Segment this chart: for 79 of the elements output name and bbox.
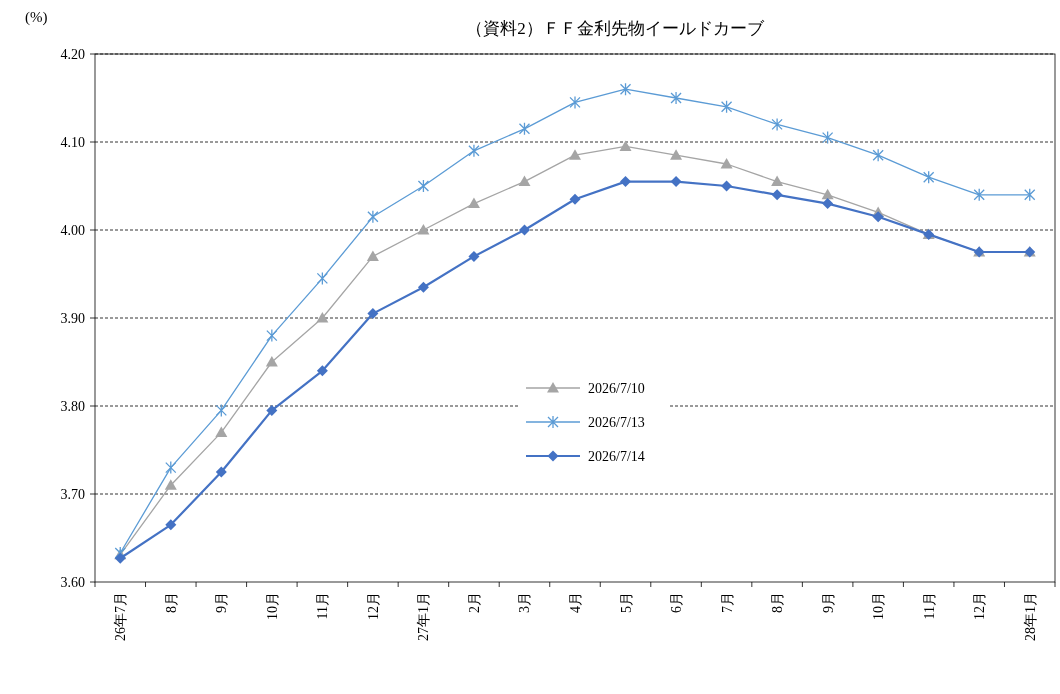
point: [468, 250, 480, 262]
x-tick-label: 6月: [669, 592, 685, 613]
point: [619, 140, 632, 151]
x-tick-label: 5月: [618, 592, 634, 613]
point: [822, 198, 834, 210]
point: [316, 271, 329, 286]
point: [1024, 188, 1036, 202]
point: [569, 193, 581, 205]
point: [467, 197, 480, 209]
point: [518, 224, 530, 236]
x-tick-label: 2月: [466, 592, 482, 613]
point: [266, 404, 278, 416]
point: [215, 403, 227, 418]
y-tick-label: 4.00: [60, 223, 85, 238]
point: [114, 552, 126, 564]
y-tick-label: 3.70: [60, 487, 85, 502]
point: [215, 466, 227, 478]
x-tick-label: 8月: [163, 592, 179, 613]
point: [619, 82, 632, 96]
point: [468, 144, 480, 158]
point: [872, 148, 884, 162]
point: [266, 328, 278, 343]
point: [771, 117, 783, 132]
y-tick-label: 4.20: [60, 47, 85, 62]
point: [366, 250, 379, 261]
point: [165, 460, 177, 475]
x-tick-label: 8月: [770, 592, 786, 613]
point: [417, 179, 430, 193]
legend-label: 2026/7/13: [588, 415, 645, 430]
point: [518, 175, 531, 187]
point: [165, 519, 177, 531]
point: [771, 189, 783, 201]
y-tick-label: 3.90: [60, 311, 85, 326]
x-tick-label: 10月: [264, 592, 280, 620]
x-tick-label: 12月: [972, 592, 988, 620]
point: [973, 188, 985, 202]
x-tick-label: 11月: [921, 592, 937, 620]
point: [721, 180, 733, 192]
x-tick-label: 9月: [214, 592, 230, 613]
x-tick-label: 26年7月: [113, 592, 129, 641]
point: [720, 100, 733, 114]
point: [720, 158, 733, 169]
point: [670, 176, 682, 188]
legend-label: 2026/7/10: [588, 381, 645, 396]
point: [569, 95, 581, 110]
point: [771, 175, 784, 187]
x-tick-label: 9月: [820, 592, 836, 613]
x-tick-label: 11月: [315, 592, 331, 620]
point: [518, 122, 531, 136]
y-axis-title: (%): [25, 9, 48, 26]
point: [215, 426, 228, 437]
point: [164, 479, 177, 490]
point: [670, 149, 683, 160]
x-tick-label: 7月: [719, 592, 735, 613]
point: [265, 356, 278, 367]
point: [872, 211, 884, 223]
point: [821, 130, 834, 145]
point: [367, 210, 379, 224]
x-tick-label: 3月: [517, 592, 533, 613]
point: [670, 91, 682, 105]
y-tick-label: 3.60: [60, 575, 85, 590]
y-tick-label: 4.10: [60, 135, 85, 150]
x-tick-label: 10月: [871, 592, 887, 620]
point: [821, 188, 834, 200]
point: [569, 149, 581, 160]
x-tick-label: 12月: [365, 592, 381, 620]
point: [620, 176, 632, 188]
x-tick-label: 28年1月: [1022, 592, 1038, 641]
point: [316, 365, 328, 377]
x-tick-label: 4月: [568, 592, 583, 613]
point: [316, 312, 329, 323]
x-tick-label: 27年1月: [416, 592, 432, 641]
point: [417, 281, 429, 293]
point: [367, 308, 379, 320]
chart-title: （資料2）ＦＦ金利先物イールドカーブ: [466, 19, 765, 38]
point: [417, 224, 430, 235]
y-tick-label: 3.80: [60, 399, 85, 414]
legend-label: 2026/7/14: [588, 449, 645, 464]
point: [923, 170, 935, 184]
